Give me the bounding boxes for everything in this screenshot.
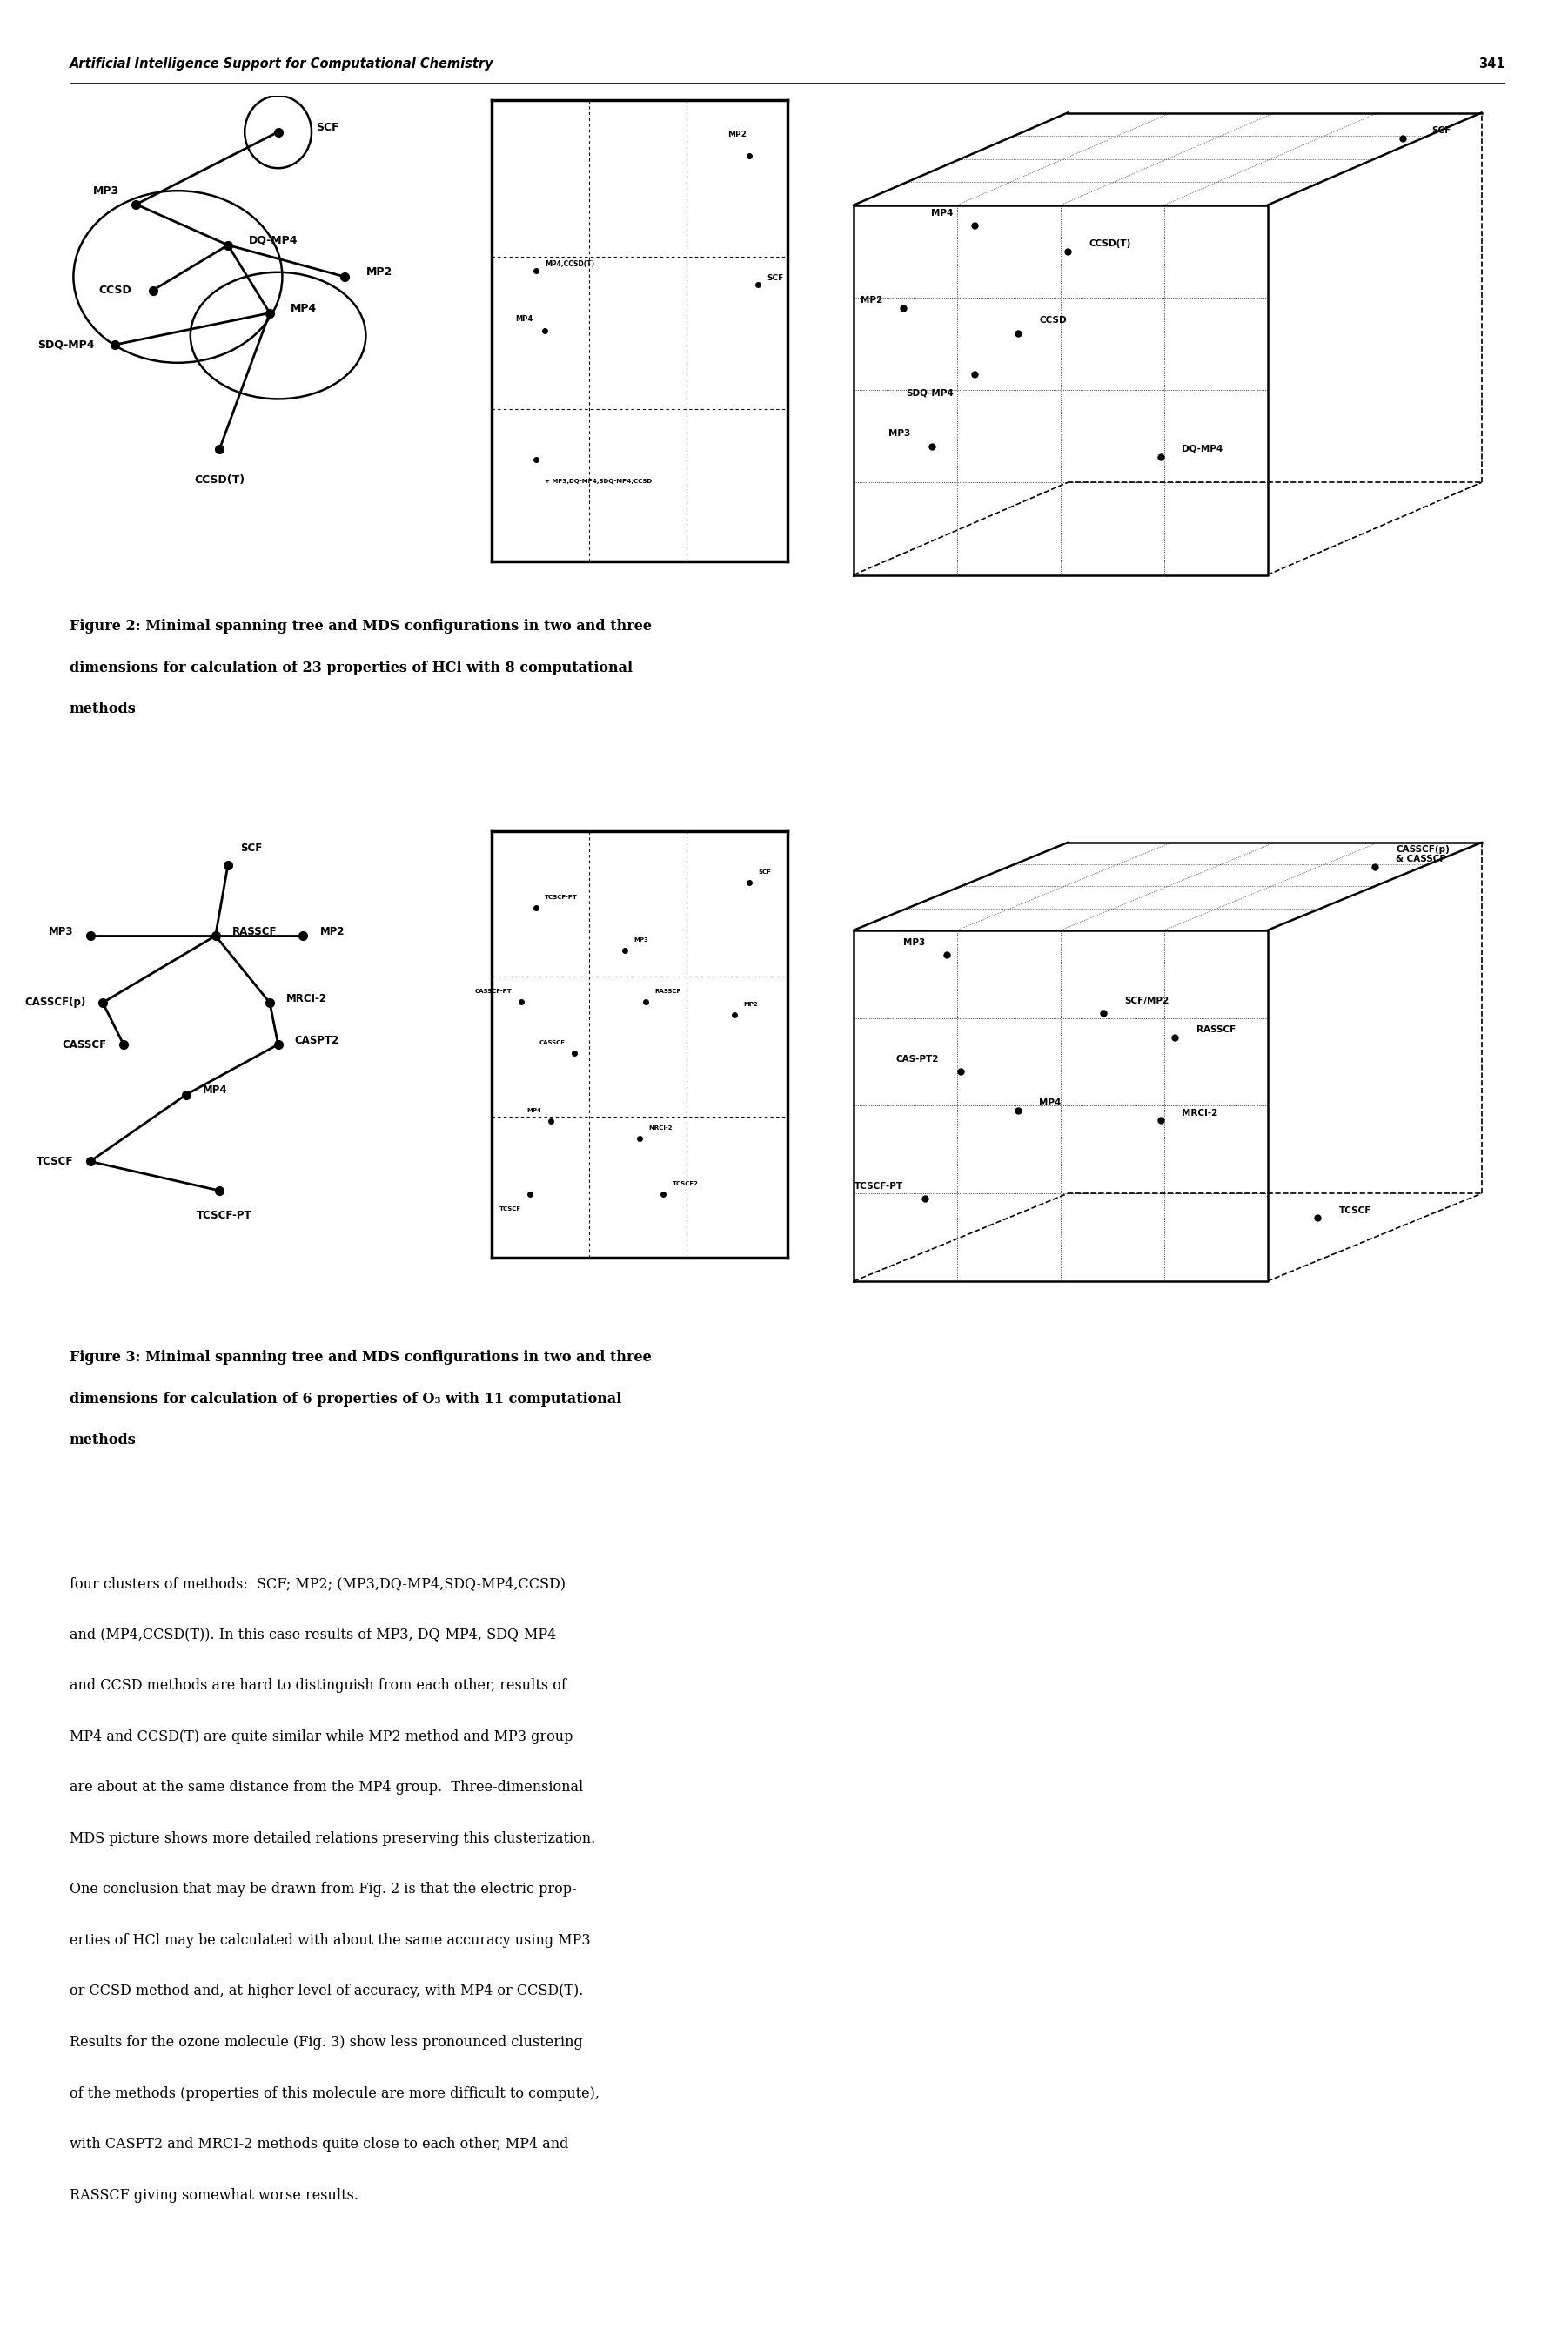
- Text: SCF/MP2: SCF/MP2: [1124, 996, 1170, 1006]
- Text: DQ-MP4: DQ-MP4: [249, 235, 298, 247]
- Text: erties of HCl may be calculated with about the same accuracy using MP3: erties of HCl may be calculated with abo…: [69, 1934, 591, 1948]
- Text: MP2: MP2: [861, 296, 883, 306]
- Text: TCSCF: TCSCF: [36, 1156, 74, 1168]
- Text: CASSCF: CASSCF: [63, 1039, 107, 1050]
- Text: TCSCF: TCSCF: [1339, 1206, 1372, 1215]
- Text: Results for the ozone molecule (Fig. 3) show less pronounced clustering: Results for the ozone molecule (Fig. 3) …: [69, 2035, 583, 2049]
- Text: MP3: MP3: [903, 938, 925, 947]
- Text: and CCSD methods are hard to distinguish from each other, results of: and CCSD methods are hard to distinguish…: [69, 1678, 566, 1692]
- Text: MP4: MP4: [290, 303, 317, 315]
- Text: MP4: MP4: [527, 1109, 543, 1114]
- Text: MP4: MP4: [516, 315, 533, 324]
- Text: Artificial Intelligence Support for Computational Chemistry: Artificial Intelligence Support for Comp…: [69, 56, 494, 70]
- Text: MP3: MP3: [633, 938, 648, 942]
- Text: SCF: SCF: [240, 841, 262, 853]
- Text: MP2: MP2: [320, 926, 345, 938]
- Text: dimensions for calculation of 6 properties of O₃ with 11 computational: dimensions for calculation of 6 properti…: [69, 1391, 621, 1405]
- Text: SCF: SCF: [315, 122, 339, 134]
- Text: MRCI-2: MRCI-2: [649, 1126, 673, 1130]
- Text: MP3: MP3: [93, 186, 119, 197]
- Text: MP3: MP3: [889, 430, 911, 437]
- Text: + MP3,DQ-MP4,SDQ-MP4,CCSD: + MP3,DQ-MP4,SDQ-MP4,CCSD: [546, 479, 652, 484]
- Text: SDQ-MP4: SDQ-MP4: [906, 388, 953, 397]
- Text: CCSD: CCSD: [1040, 317, 1066, 324]
- Text: Figure 2: Minimal spanning tree and MDS configurations in two and three: Figure 2: Minimal spanning tree and MDS …: [69, 618, 652, 634]
- Text: Figure 3: Minimal spanning tree and MDS configurations in two and three: Figure 3: Minimal spanning tree and MDS …: [69, 1351, 652, 1365]
- Text: SCF: SCF: [1432, 127, 1450, 134]
- Text: and (MP4,CCSD(T)). In this case results of MP3, DQ-MP4, SDQ-MP4: and (MP4,CCSD(T)). In this case results …: [69, 1626, 557, 1643]
- Text: TCSCF-PT: TCSCF-PT: [546, 895, 579, 900]
- Text: TCSCF-PT: TCSCF-PT: [855, 1182, 903, 1191]
- Text: DQ-MP4: DQ-MP4: [1182, 444, 1223, 454]
- Text: CASSCF(p)
& CASSCF: CASSCF(p) & CASSCF: [1396, 846, 1450, 865]
- Text: are about at the same distance from the MP4 group.  Three-dimensional: are about at the same distance from the …: [69, 1779, 583, 1795]
- Text: RASSCF giving somewhat worse results.: RASSCF giving somewhat worse results.: [69, 2188, 359, 2202]
- Text: MP2: MP2: [728, 132, 746, 139]
- Text: MP2: MP2: [743, 1001, 757, 1006]
- Text: TCSCF2: TCSCF2: [673, 1180, 698, 1187]
- Text: RASSCF: RASSCF: [654, 989, 681, 994]
- Text: CASSCF: CASSCF: [539, 1041, 566, 1046]
- Text: MRCI-2: MRCI-2: [1182, 1109, 1218, 1116]
- Text: CCSD(T): CCSD(T): [1090, 240, 1131, 249]
- Text: methods: methods: [69, 703, 136, 717]
- Text: CCSD: CCSD: [99, 284, 132, 296]
- Text: SCF: SCF: [767, 275, 784, 282]
- Text: SCF: SCF: [757, 870, 771, 874]
- Text: MP4,CCSD(T): MP4,CCSD(T): [546, 261, 594, 268]
- Text: MP2: MP2: [365, 266, 392, 277]
- Text: four clusters of methods:  SCF; MP2; (MP3,DQ-MP4,SDQ-MP4,CCSD): four clusters of methods: SCF; MP2; (MP3…: [69, 1577, 566, 1591]
- Text: 341: 341: [1479, 56, 1505, 70]
- Text: CCSD(T): CCSD(T): [194, 475, 245, 486]
- Text: dimensions for calculation of 23 properties of HCl with 8 computational: dimensions for calculation of 23 propert…: [69, 660, 632, 674]
- Text: MDS picture shows more detailed relations preserving this clusterization.: MDS picture shows more detailed relation…: [69, 1831, 596, 1845]
- Text: with CASPT2 and MRCI-2 methods quite close to each other, MP4 and: with CASPT2 and MRCI-2 methods quite clo…: [69, 2136, 569, 2153]
- Text: CASSCF(p): CASSCF(p): [25, 996, 86, 1008]
- Text: MP4 and CCSD(T) are quite similar while MP2 method and MP3 group: MP4 and CCSD(T) are quite similar while …: [69, 1730, 572, 1744]
- Text: One conclusion that may be drawn from Fig. 2 is that the electric prop-: One conclusion that may be drawn from Fi…: [69, 1882, 577, 1896]
- Text: MP4: MP4: [202, 1086, 227, 1095]
- Text: MP3: MP3: [49, 926, 74, 938]
- Text: TCSCF: TCSCF: [499, 1206, 521, 1213]
- Text: CASSCF-PT: CASSCF-PT: [475, 989, 513, 994]
- Text: of the methods (properties of this molecule are more difficult to compute),: of the methods (properties of this molec…: [69, 2087, 599, 2101]
- Text: TCSCF-PT: TCSCF-PT: [196, 1210, 251, 1222]
- Text: MP4: MP4: [1040, 1100, 1062, 1107]
- Text: SDQ-MP4: SDQ-MP4: [38, 338, 94, 350]
- Text: RASSCF: RASSCF: [1196, 1025, 1236, 1034]
- Text: methods: methods: [69, 1434, 136, 1448]
- Text: MP4: MP4: [931, 209, 953, 216]
- Text: MRCI-2: MRCI-2: [287, 992, 328, 1003]
- Text: RASSCF: RASSCF: [232, 926, 278, 938]
- Text: CASPT2: CASPT2: [295, 1034, 339, 1046]
- Text: or CCSD method and, at higher level of accuracy, with MP4 or CCSD(T).: or CCSD method and, at higher level of a…: [69, 1983, 583, 2000]
- Text: CAS-PT2: CAS-PT2: [897, 1055, 939, 1065]
